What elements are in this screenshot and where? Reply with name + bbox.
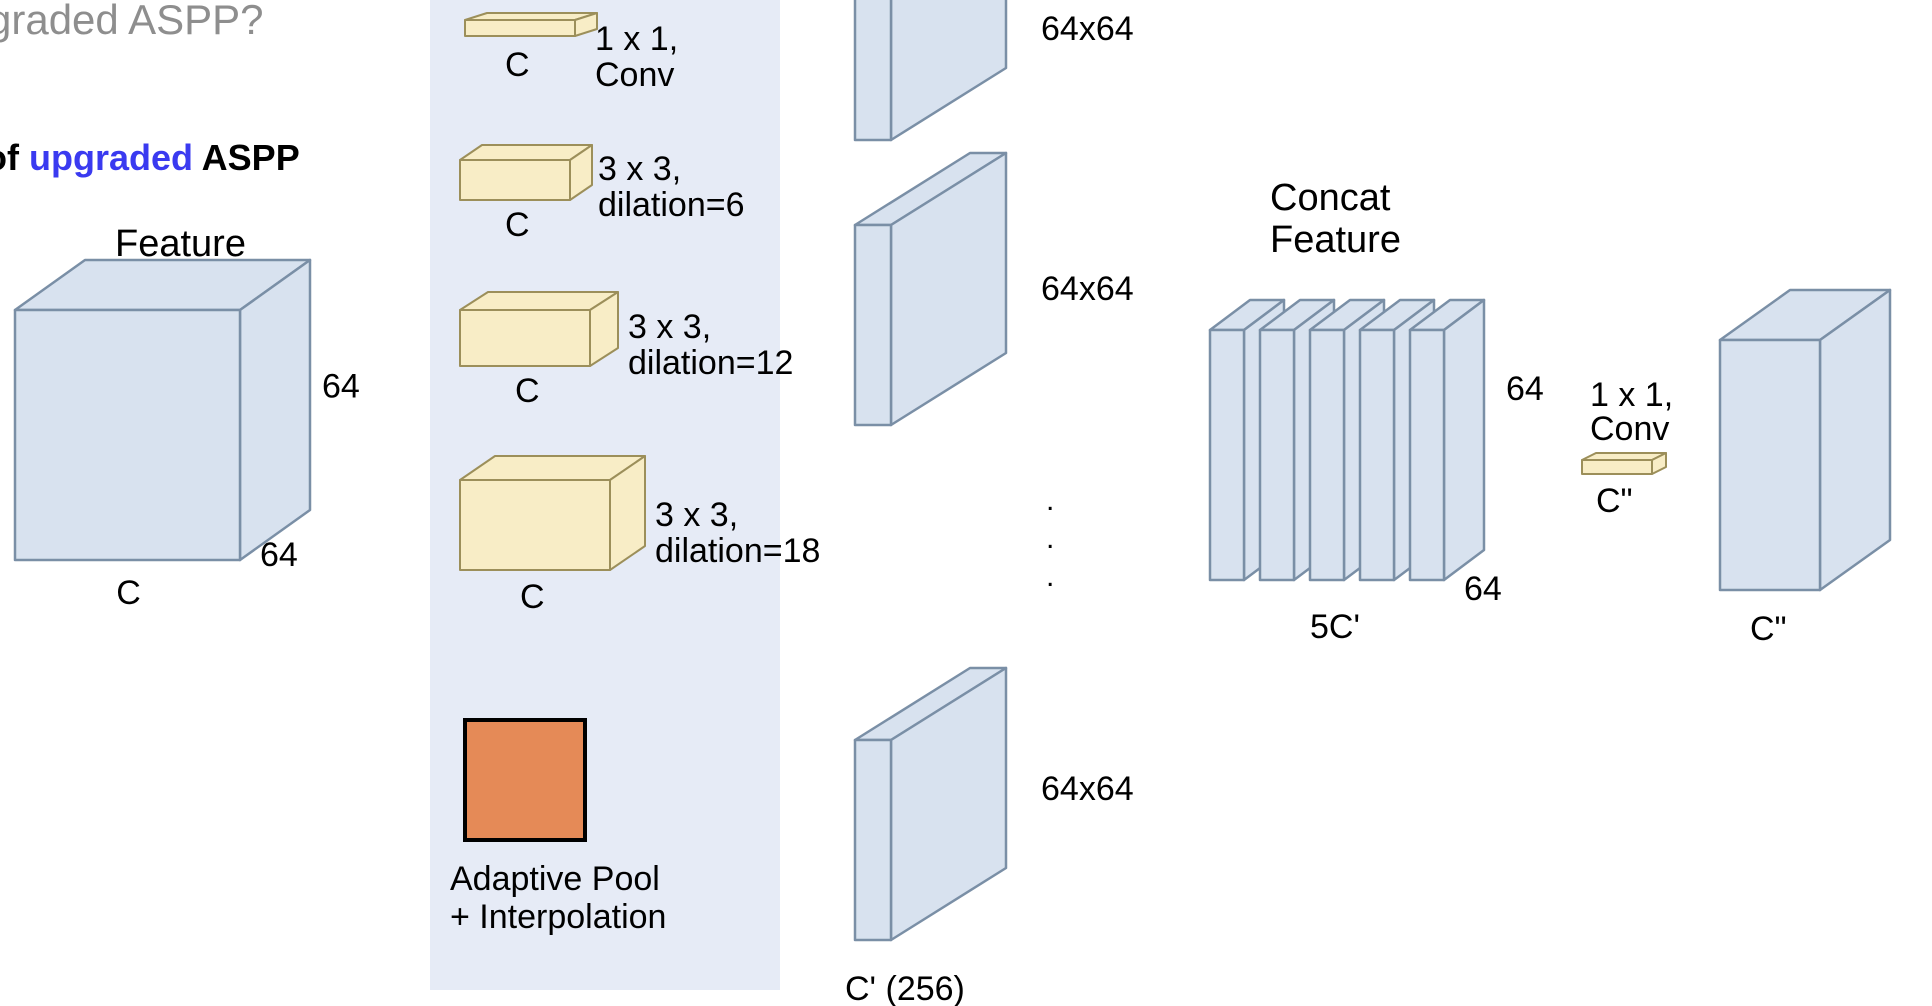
- pool-l2: + Interpolation: [450, 898, 666, 936]
- aspp-diagram: graded ASPP? of upgraded ASPP Feature 64 64 C…: [0, 0, 1932, 1006]
- concat-title-1: Concat: [1270, 177, 1391, 219]
- feature-cube: [15, 260, 310, 560]
- final-cpp-small: C": [1596, 482, 1633, 520]
- output-cpp: C": [1750, 610, 1787, 648]
- pool-l1: Adaptive Pool: [450, 860, 660, 898]
- text-partial-top: graded ASPP?: [0, 0, 264, 43]
- mid-plane-2: [855, 153, 1006, 425]
- mid-plane-1: [855, 0, 1006, 140]
- k3-l2: dilation=12: [628, 344, 793, 382]
- final-conv-l2: Conv: [1590, 410, 1669, 448]
- mid5-c: C' (256): [845, 970, 965, 1006]
- concat-5c: 5C': [1310, 608, 1360, 646]
- mid2-label: 64x64: [1041, 270, 1134, 308]
- k3-c: C: [515, 372, 540, 410]
- k2-l2: dilation=6: [598, 186, 745, 224]
- concat-plane-5: [1410, 300, 1484, 580]
- k2-l1: 3 x 3,: [598, 150, 681, 188]
- feature-dim-64a: 64: [322, 368, 360, 406]
- k2-c: C: [505, 206, 530, 244]
- final-1x1-conv: [1582, 453, 1666, 474]
- k1-l1: 1 x 1,: [595, 20, 678, 58]
- svg-text:.: .: [1046, 522, 1054, 555]
- output-block: [1720, 290, 1890, 590]
- feature-dim-64b: 64: [260, 536, 298, 574]
- adaptive-pool-box: [465, 720, 585, 840]
- concat-64a: 64: [1506, 370, 1544, 408]
- kernel-3x3-d18: [460, 456, 645, 570]
- svg-text:.: .: [1046, 484, 1054, 517]
- k3-l1: 3 x 3,: [628, 308, 711, 346]
- concat-64b: 64: [1464, 570, 1502, 608]
- k1-l2: Conv: [595, 56, 674, 94]
- final-conv-l1: 1 x 1,: [1590, 376, 1673, 414]
- feature-title: Feature: [115, 223, 246, 265]
- mid1-label: 64x64: [1041, 10, 1134, 48]
- kernel-3x3-d6: [460, 145, 592, 200]
- k4-l1: 3 x 3,: [655, 496, 738, 534]
- svg-text:.: .: [1046, 560, 1054, 593]
- mid5-label: 64x64: [1041, 770, 1134, 808]
- kernel-1x1: [465, 13, 597, 36]
- concat-title-2: Feature: [1270, 219, 1401, 261]
- mid-plane-5: [855, 668, 1006, 940]
- kernel-3x3-d12: [460, 292, 618, 366]
- k4-c: C: [520, 578, 545, 616]
- k4-l2: dilation=18: [655, 532, 820, 570]
- k1-c: C: [505, 46, 530, 84]
- feature-dim-c: C: [116, 574, 141, 612]
- title-upgraded-aspp: of upgraded ASPP: [0, 137, 300, 178]
